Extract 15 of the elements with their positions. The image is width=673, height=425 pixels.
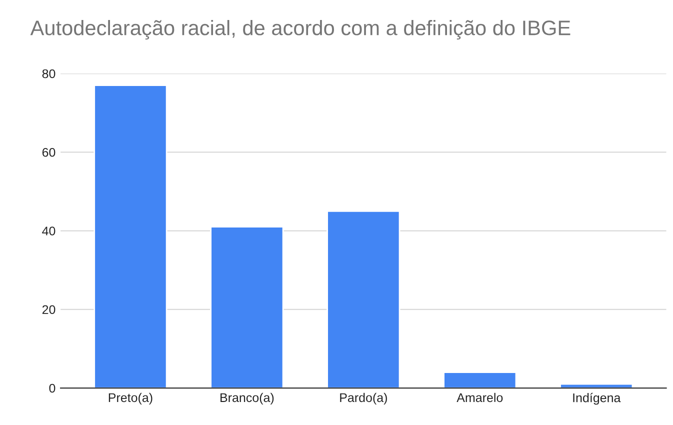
chart-title: Autodeclaração racial, de acordo com a definição do IBGE [30, 20, 570, 40]
x-tick-label: Pardo(a) [340, 392, 387, 405]
x-tick-label: Preto(a) [108, 392, 152, 405]
y-tick-label: 20 [42, 305, 56, 314]
bar [210, 226, 284, 388]
x-tick-label: Amarelo [456, 392, 503, 402]
x-tick-label: Branco(a) [220, 392, 274, 405]
x-tick-label: Indígena [573, 392, 621, 405]
y-tick-label: 0 [49, 384, 56, 393]
y-tick-label: 80 [42, 69, 56, 78]
bar [443, 372, 517, 388]
bar [94, 84, 168, 388]
y-tick-label: 40 [42, 226, 56, 236]
bar [326, 210, 400, 388]
y-tick-label: 60 [42, 148, 56, 157]
